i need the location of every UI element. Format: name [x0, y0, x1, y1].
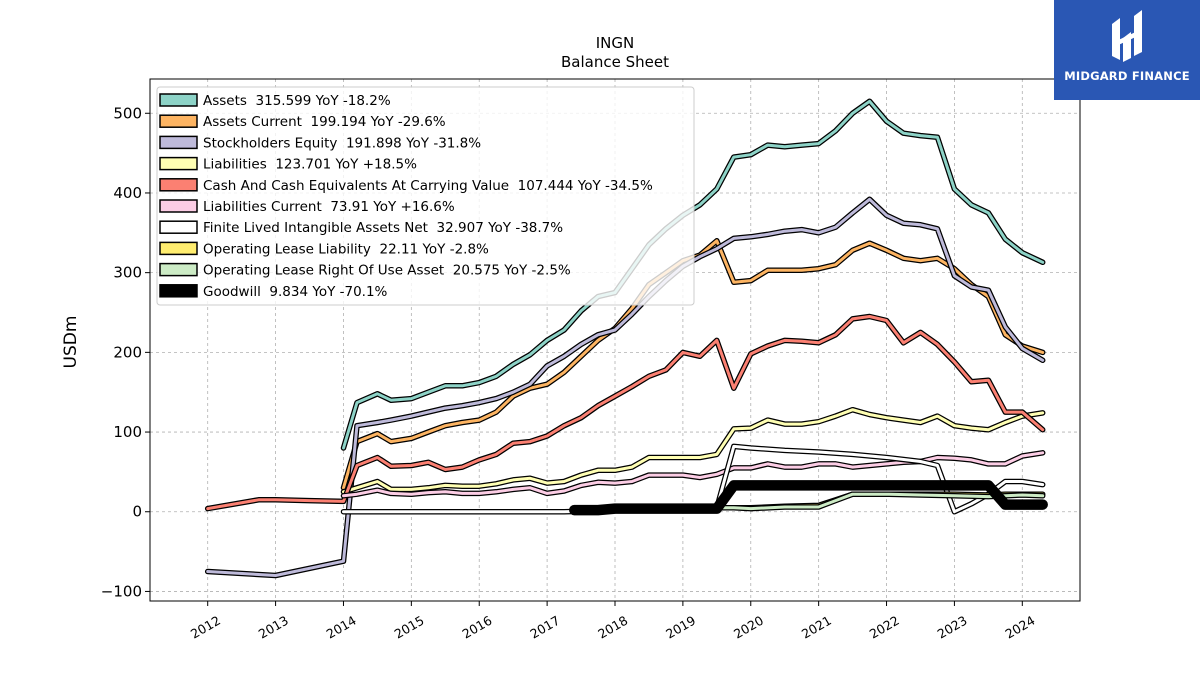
- chart-subtitle: Balance Sheet: [561, 53, 669, 71]
- series-9: [569, 480, 1048, 516]
- legend-item: Finite Lived Intangible Assets Net 32.90…: [159, 220, 563, 236]
- legend-label: Cash And Cash Equivalents At Carrying Va…: [203, 178, 653, 194]
- brand-logo: MIDGARD FINANCE: [1054, 0, 1200, 100]
- legend-swatch: [159, 262, 198, 277]
- legend-item: Liabilities 123.701 YoY +18.5%: [159, 156, 417, 173]
- legend-swatch: [159, 220, 198, 234]
- legend-item: Assets Current 199.194 YoY -29.6%: [159, 114, 446, 130]
- y-tick-label: 0: [132, 503, 142, 521]
- series-line: [342, 408, 1045, 494]
- legend-swatch: [159, 199, 198, 213]
- legend-swatch: [159, 93, 198, 107]
- chart-title: INGN: [596, 34, 635, 52]
- legend-label: Stockholders Equity 191.898 YoY -31.8%: [203, 135, 481, 151]
- legend-item: Assets 315.599 YoY -18.2%: [159, 93, 391, 109]
- legend-swatch: [159, 241, 198, 256]
- legend-item: Goodwill 9.834 YoY -70.1%: [159, 284, 388, 300]
- series-line: [570, 481, 1047, 515]
- legend-swatch: [159, 156, 198, 171]
- y-tick-label: 300: [113, 264, 142, 282]
- legend-item: Stockholders Equity 191.898 YoY -31.8%: [159, 135, 481, 151]
- y-axis-label: USDm: [61, 316, 81, 369]
- y-tick-label: 400: [113, 184, 142, 202]
- series-line: [206, 315, 1045, 511]
- legend-label: Operating Lease Liability 22.11 YoY -2.8…: [203, 241, 489, 257]
- legend: Assets 315.599 YoY -18.2% Assets Current …: [156, 86, 695, 306]
- legend-item: Operating Lease Right Of Use Asset 20.57…: [159, 262, 571, 279]
- brand-name: MIDGARD FINANCE: [1064, 69, 1190, 83]
- y-tick-label: 500: [113, 104, 142, 122]
- legend-label: Liabilities Current 73.91 YoY +16.6%: [203, 199, 455, 215]
- legend-box: [156, 86, 695, 306]
- legend-swatch: [159, 178, 198, 192]
- brand-mark-icon: [1112, 10, 1142, 62]
- legend-label: Assets 315.599 YoY -18.2%: [203, 93, 391, 109]
- legend-item: Liabilities Current 73.91 YoY +16.6%: [159, 199, 455, 215]
- y-tick-label: −100: [101, 582, 142, 600]
- legend-label: Goodwill 9.834 YoY -70.1%: [203, 284, 388, 300]
- legend-item: Operating Lease Liability 22.11 YoY -2.8…: [159, 241, 489, 257]
- legend-label: Operating Lease Right Of Use Asset 20.57…: [203, 263, 571, 279]
- legend-swatch: [159, 135, 198, 150]
- series-3: [340, 406, 1046, 495]
- legend-swatch: [159, 284, 198, 298]
- y-tick-label: 100: [113, 423, 142, 441]
- legend-label: Assets Current 199.194 YoY -29.6%: [203, 114, 446, 130]
- y-tick-label: 200: [113, 343, 142, 361]
- legend-label: Liabilities 123.701 YoY +18.5%: [203, 157, 417, 173]
- legend-item: Cash And Cash Equivalents At Carrying Va…: [159, 178, 653, 194]
- legend-label: Finite Lived Intangible Assets Net 32.90…: [203, 220, 563, 236]
- legend-swatch: [159, 114, 198, 128]
- series-4: [204, 313, 1046, 512]
